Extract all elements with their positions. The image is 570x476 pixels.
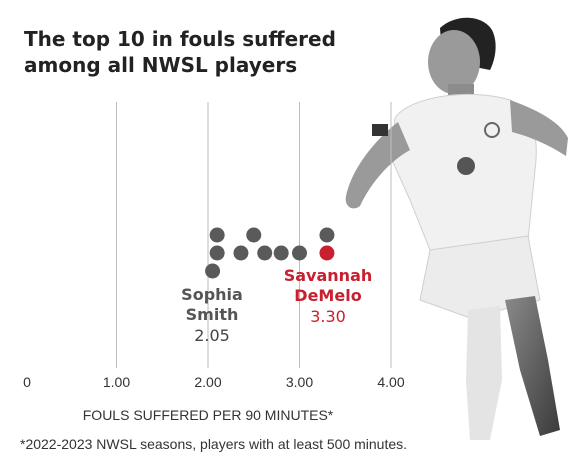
data-point (273, 245, 289, 261)
data-point (292, 245, 307, 261)
annotation-name-line: DeMelo (294, 286, 362, 305)
x-axis-label: FOULS SUFFERED PER 90 MINUTES* (83, 407, 334, 423)
title-line-2: among all NWSL players (24, 53, 298, 77)
player-photo (345, 17, 568, 440)
data-points (205, 227, 335, 279)
annotation-value: 2.05 (194, 326, 230, 345)
footnote: *2022-2023 NWSL seasons, players with at… (20, 436, 408, 452)
data-point (257, 245, 273, 261)
x-tick-label: 4.00 (377, 374, 404, 390)
x-tick-label: 3.00 (286, 374, 313, 390)
data-point (319, 227, 335, 243)
annotation-name-line: Savannah (283, 266, 373, 285)
x-tick-label: 1.00 (103, 374, 130, 390)
data-point (205, 263, 221, 279)
x-axis: 0 1.00 2.00 3.00 4.00 (23, 374, 405, 390)
data-point (209, 227, 225, 243)
annotation-savannah-demelo: Savannah DeMelo 3.30 (272, 266, 384, 327)
annotation-name-line: Sophia (181, 285, 243, 304)
annotation-sophia-smith: Sophia Smith 2.05 (162, 285, 262, 346)
data-point (246, 227, 262, 243)
title-line-1: The top 10 in fouls suffered (24, 27, 336, 51)
x-tick-label: 0 (23, 374, 31, 390)
data-point-highlight (319, 245, 335, 261)
x-tick-label: 2.00 (194, 374, 221, 390)
data-point (233, 245, 249, 261)
grid-lines (116, 102, 392, 368)
annotation-name-line: Smith (185, 305, 239, 324)
chart-title: The top 10 in fouls suffered among all N… (24, 26, 344, 78)
annotation-value: 3.30 (310, 307, 346, 326)
data-point (209, 245, 225, 261)
